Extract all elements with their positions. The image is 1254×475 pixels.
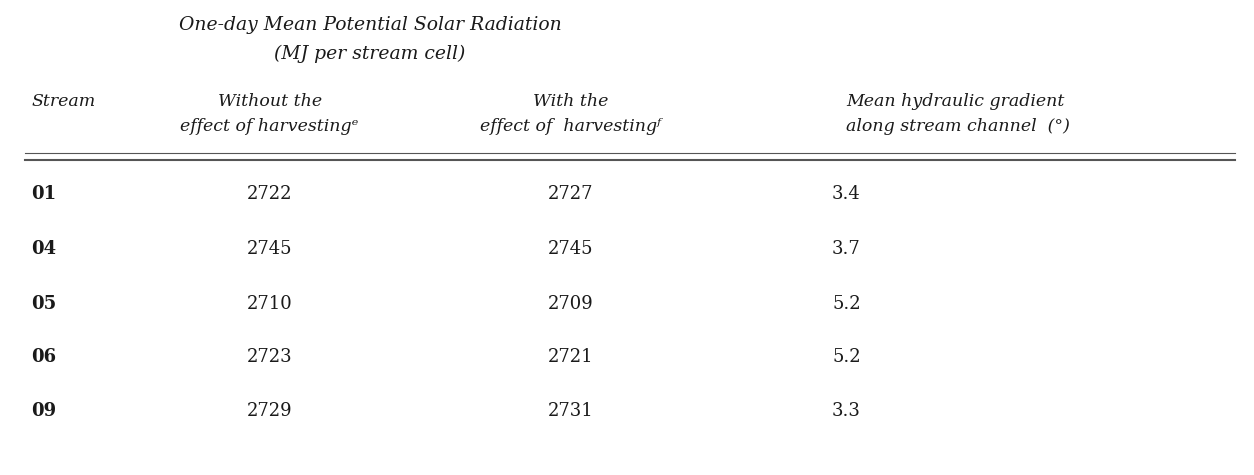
Text: 06: 06 <box>31 348 56 366</box>
Text: effect of  harvestingᶠ: effect of harvestingᶠ <box>480 118 661 135</box>
Text: 09: 09 <box>31 402 56 420</box>
Text: 3.3: 3.3 <box>831 402 861 420</box>
Text: 2710: 2710 <box>247 295 292 313</box>
Text: 2729: 2729 <box>247 402 292 420</box>
Text: 3.4: 3.4 <box>833 185 860 203</box>
Text: 2722: 2722 <box>247 185 292 203</box>
Text: effect of harvestingᵉ: effect of harvestingᵉ <box>181 118 359 135</box>
Text: 2723: 2723 <box>247 348 292 366</box>
Text: 5.2: 5.2 <box>833 295 860 313</box>
Text: 2727: 2727 <box>548 185 593 203</box>
Text: 3.7: 3.7 <box>833 240 860 258</box>
Text: One-day Mean Potential Solar Radiation: One-day Mean Potential Solar Radiation <box>178 16 562 34</box>
Text: 5.2: 5.2 <box>833 348 860 366</box>
Text: 04: 04 <box>31 240 56 258</box>
Text: Without the: Without the <box>217 93 322 110</box>
Text: 2745: 2745 <box>548 240 593 258</box>
Text: 2731: 2731 <box>548 402 593 420</box>
Text: With the: With the <box>533 93 608 110</box>
Text: Mean hydraulic gradient: Mean hydraulic gradient <box>846 93 1065 110</box>
Text: Stream: Stream <box>31 93 95 110</box>
Text: 2745: 2745 <box>247 240 292 258</box>
Text: 2709: 2709 <box>548 295 593 313</box>
Text: 05: 05 <box>31 295 56 313</box>
Text: along stream channel  (°): along stream channel (°) <box>846 118 1071 135</box>
Text: 01: 01 <box>31 185 56 203</box>
Text: 2721: 2721 <box>548 348 593 366</box>
Text: (MJ per stream cell): (MJ per stream cell) <box>275 45 465 63</box>
